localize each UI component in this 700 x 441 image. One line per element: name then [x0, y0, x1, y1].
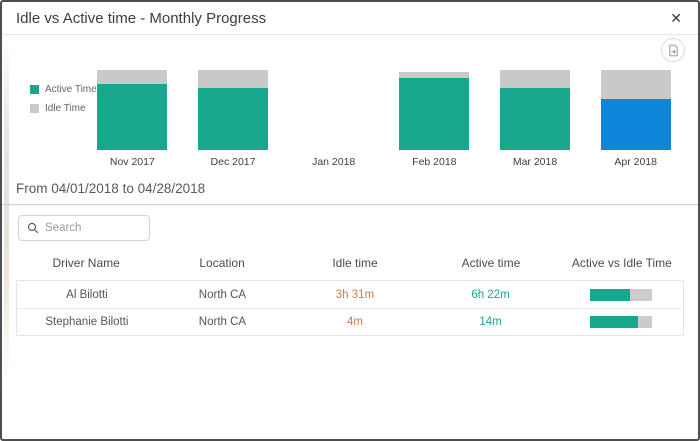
table-row[interactable]: Stephanie Bilotti North CA 4m 14m — [17, 308, 683, 335]
idle-time-cell: 3h 31m — [335, 288, 375, 301]
search-box[interactable] — [18, 215, 150, 241]
active-bar-segment — [97, 84, 168, 150]
table-header-row: Driver Name Location Idle time Active ti… — [16, 252, 684, 280]
legend-label-idle: Idle Time — [45, 103, 86, 114]
month-label: Feb 2018 — [412, 156, 457, 168]
active-time-cell: 6h 22m — [471, 288, 510, 301]
month-column-jan-2018[interactable]: Jan 2018 — [283, 70, 384, 168]
column-header-active-vs-idle: Active vs Idle Time — [571, 256, 672, 270]
legend-label-active: Active Time — [45, 84, 97, 95]
driver-name-cell: Stephanie Bilotti — [45, 316, 129, 328]
month-label: Jan 2018 — [312, 156, 356, 168]
column-header-active-time: Active time — [461, 256, 521, 270]
month-label: Mar 2018 — [512, 156, 558, 168]
month-column-mar-2018[interactable]: Mar 2018 — [485, 70, 586, 168]
idle-time-cell: 4m — [346, 316, 363, 328]
column-header-driver-name: Driver Name — [52, 256, 120, 270]
location-cell: North CA — [198, 316, 247, 328]
drivers-table: Driver Name Location Idle time Active ti… — [2, 252, 698, 336]
active-time-cell: 14m — [479, 316, 502, 328]
active-time-swatch — [30, 85, 39, 94]
close-icon[interactable]: ✕ — [670, 10, 682, 26]
idle-bar-segment — [198, 70, 268, 88]
dialog-title: Idle vs Active time - Monthly Progress — [16, 9, 267, 27]
table-body: Al Bilotti North CA 3h 31m 6h 22m Stepha… — [16, 280, 684, 336]
active-vs-idle-bar — [590, 316, 653, 328]
active-vs-idle-bar — [590, 288, 653, 301]
active-bar-segment — [399, 78, 470, 150]
active-bar-segment — [198, 87, 268, 150]
legend-item-idle: Idle Time — [30, 103, 86, 114]
month-column-apr-2018[interactable]: Apr 2018 — [585, 70, 686, 168]
active-ratio-fill — [590, 288, 630, 301]
date-range-text: From 04/01/2018 to 04/28/2018 — [16, 181, 206, 196]
idle-bar-segment — [500, 70, 571, 88]
chart-legend: Active Time Idle Time — [30, 70, 97, 168]
idle-bar-segment — [399, 72, 470, 78]
search-icon — [27, 222, 39, 234]
legend-item-active: Active Time — [30, 84, 97, 95]
location-cell: North CA — [198, 288, 247, 301]
active-ratio-fill — [590, 316, 639, 328]
month-label: Nov 2017 — [109, 156, 155, 168]
search-input[interactable] — [45, 222, 141, 234]
table-row[interactable]: Al Bilotti North CA 3h 31m 6h 22m — [17, 281, 683, 308]
idle-bar-segment — [97, 70, 168, 85]
column-header-idle-time: Idle time — [332, 256, 378, 270]
active-bar-segment-selected — [600, 98, 671, 150]
month-column-nov-2017[interactable]: Nov 2017 — [82, 70, 183, 168]
ratio-cell — [559, 288, 683, 301]
stacked-bar-chart: Active Time Idle Time Nov 2017 Dec 2017 … — [2, 70, 698, 168]
month-column-feb-2018[interactable]: Feb 2018 — [384, 70, 485, 168]
month-label: Dec 2017 — [210, 156, 256, 168]
column-header-location: Location — [199, 256, 245, 270]
idle-time-swatch — [30, 104, 39, 113]
month-label: Apr 2018 — [614, 156, 657, 168]
ratio-cell — [559, 316, 683, 328]
chart-plot-area: Nov 2017 Dec 2017 Jan 2018 Feb 2018 Mar … — [82, 70, 686, 168]
export-button[interactable] — [661, 38, 685, 62]
active-bar-segment — [500, 87, 571, 150]
export-report-icon — [667, 44, 680, 57]
month-column-dec-2017[interactable]: Dec 2017 — [183, 70, 284, 168]
driver-name-cell: Al Bilotti — [66, 288, 108, 301]
idle-bar-segment — [600, 70, 671, 99]
date-range-section: From 04/01/2018 to 04/28/2018 — [2, 180, 698, 205]
dialog-header: Idle vs Active time - Monthly Progress ✕ — [2, 2, 698, 35]
